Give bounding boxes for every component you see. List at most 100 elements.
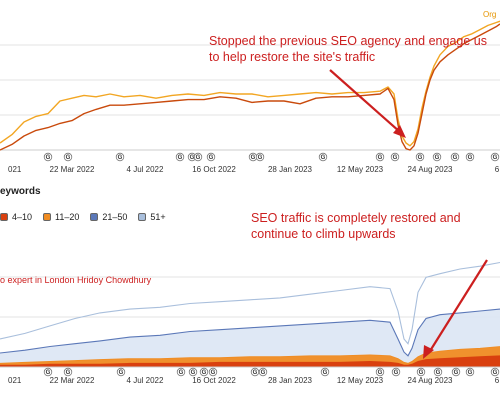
google-update-letter: G — [118, 155, 123, 161]
google-update-letter: G — [46, 155, 51, 161]
google-update-letter: G — [419, 370, 424, 376]
google-update-letter: G — [211, 370, 216, 376]
google-update-marker: G — [43, 152, 53, 161]
google-update-circle — [250, 367, 260, 377]
google-update-circle — [391, 367, 401, 377]
legend-label: 4–10 — [12, 212, 33, 222]
x-tick-label: 28 Jan 2023 — [268, 165, 313, 174]
google-update-circle — [465, 367, 475, 377]
legend-label: 51+ — [150, 212, 166, 222]
google-update-marker: G — [433, 367, 443, 377]
google-update-marker: G — [465, 367, 475, 377]
watermark-text: o expert in London Hridoy Chowdhury — [0, 275, 152, 285]
google-update-circle — [416, 367, 426, 377]
legend-swatch — [0, 213, 8, 221]
series-line-dark — [0, 23, 500, 151]
google-update-marker: G — [432, 152, 442, 162]
area-21–50 — [0, 309, 500, 367]
top-right-label: Org — [483, 10, 497, 19]
arrow-shaft — [429, 259, 488, 352]
google-update-letter: G — [394, 370, 399, 376]
google-update-marker: G — [116, 367, 126, 376]
google-update-marker: G — [416, 367, 426, 377]
x-tick-label: 021 — [8, 376, 22, 385]
google-update-marker: G — [390, 152, 400, 162]
legend-label: 21–50 — [102, 212, 128, 222]
google-update-letter: G — [191, 370, 196, 376]
google-update-marker: G — [188, 367, 198, 377]
legend-swatch — [43, 213, 52, 221]
google-update-circle — [63, 152, 73, 162]
google-update-letter: G — [178, 155, 183, 161]
google-update-marker: G — [176, 367, 186, 376]
annotation-arrow-bottom — [423, 259, 488, 359]
google-update-marker: G — [490, 367, 500, 376]
google-update-letter: G — [66, 155, 71, 161]
google-update-letter: G — [46, 370, 51, 376]
google-update-marker: G — [248, 152, 258, 161]
google-update-marker: G — [391, 367, 401, 377]
google-update-marker: G — [193, 152, 203, 161]
google-update-marker: G — [320, 367, 330, 377]
google-update-marker: G — [208, 367, 218, 376]
google-update-circle — [390, 152, 400, 162]
google-update-circle — [451, 367, 461, 377]
x-tick-label: 4 Jul 2022 — [127, 165, 164, 174]
annotation-arrow-top — [329, 69, 406, 138]
google-update-marker: G — [450, 152, 460, 162]
google-update-letter: G — [261, 370, 266, 376]
organic-traffic-svg: 021 22 Mar 2022 4 Jul 2022 16 Oct 2022 28 Ja… — [0, 20, 500, 174]
legend-item[interactable]: 21–50 — [90, 212, 127, 222]
organic-traffic-chart: 021 22 Mar 2022 4 Jul 2022 16 Oct 2022 28 Ja… — [0, 0, 500, 175]
legend-label: 11–20 — [55, 212, 80, 222]
x-tick-label: 24 Aug 2023 — [408, 165, 453, 174]
x-tick-label: 6 — [495, 376, 500, 385]
legend-item[interactable]: 4–10 — [0, 212, 32, 222]
google-update-letter: G — [378, 370, 383, 376]
legend-item[interactable]: 11–20 — [43, 212, 79, 222]
x-tick-label: 16 Oct 2022 — [192, 165, 236, 174]
google-update-circle — [433, 367, 443, 377]
google-update-letter: G — [258, 155, 263, 161]
google-update-marker: G — [115, 152, 125, 162]
google-update-letter: G — [468, 155, 473, 161]
google-update-circle — [432, 152, 442, 162]
x-tick-label: 16 Oct 2022 — [192, 376, 236, 385]
google-update-letter: G — [119, 370, 124, 376]
google-update-letter: G — [209, 155, 214, 161]
google-update-letter: G — [436, 370, 441, 376]
line-51+ — [0, 261, 500, 345]
google-update-letter: G — [493, 155, 498, 161]
google-update-marker: G — [206, 152, 216, 162]
google-update-letter: G — [393, 155, 398, 161]
google-update-letter: G — [453, 155, 458, 161]
google-update-marker: G — [63, 367, 73, 376]
series-line-light — [0, 20, 500, 147]
google-update-marker: G — [415, 152, 425, 162]
google-update-circle — [115, 152, 125, 162]
google-update-letter: G — [253, 370, 258, 376]
google-update-marker: G — [199, 367, 209, 376]
organic-keywords-svg: 021 22 Mar 2022 4 Jul 2022 16 Oct 2022 28 Ja… — [0, 259, 500, 385]
google-update-letter: G — [202, 370, 207, 376]
x-tick-label: 021 — [8, 165, 22, 174]
google-update-circle — [415, 152, 425, 162]
google-update-circle — [450, 152, 460, 162]
google-update-circle — [318, 152, 328, 162]
area-4–10 — [0, 355, 500, 367]
google-update-circle — [375, 152, 385, 162]
google-update-marker: G — [375, 152, 385, 162]
google-update-letter: G — [418, 155, 423, 161]
legend-item[interactable]: 51+ — [138, 212, 166, 222]
google-update-circle — [255, 152, 265, 162]
google-update-letter: G — [190, 155, 195, 161]
google-update-letter: G — [196, 155, 201, 161]
google-update-letter: G — [323, 370, 328, 376]
google-update-marker: G — [63, 152, 73, 162]
arrow-head — [423, 345, 434, 359]
google-update-circle — [188, 367, 198, 377]
google-update-letter: G — [435, 155, 440, 161]
google-update-circle — [206, 152, 216, 162]
google-update-circle — [320, 367, 330, 377]
line-4–10 — [0, 355, 500, 366]
